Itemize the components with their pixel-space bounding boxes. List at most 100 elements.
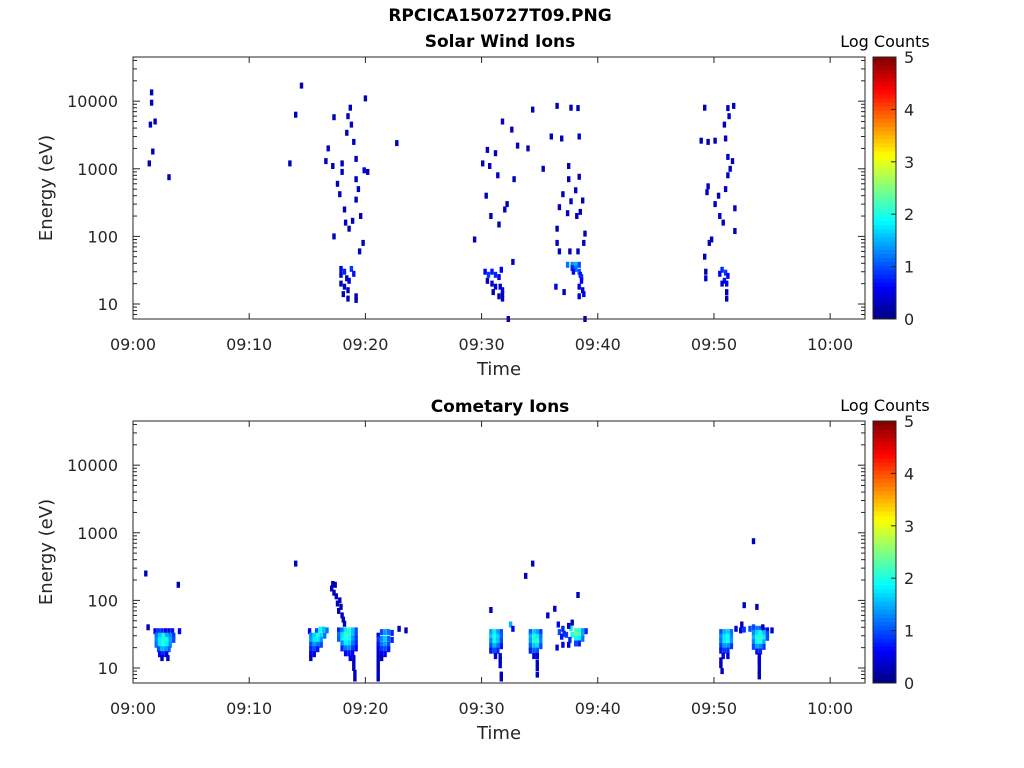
spectrogram-cell <box>770 627 774 634</box>
spectrogram-cell <box>528 633 533 640</box>
spectrogram-cell <box>755 625 759 632</box>
spectrogram-cell <box>568 248 572 255</box>
spectrogram-cell <box>725 295 729 302</box>
y-axis-title-solar-wind: Energy (eV) <box>36 135 57 241</box>
colorbar-tick-label: 4 <box>904 464 914 483</box>
spectrogram-cell <box>337 627 341 634</box>
spectrogram-cell <box>342 268 347 275</box>
spectrogram-cell <box>154 632 158 639</box>
y-tick-label: 10 <box>98 295 118 314</box>
spectrogram-cell <box>751 629 756 636</box>
spectrogram-cell <box>338 597 342 604</box>
spectrogram-cell <box>354 196 358 203</box>
spectrogram-cell <box>761 624 765 631</box>
spectrogram-cell <box>555 239 559 246</box>
spectrogram-cell <box>575 213 579 219</box>
spectrogram-cell <box>577 261 581 268</box>
spectrogram-cell <box>294 111 298 118</box>
spectrogram-cell <box>330 585 334 592</box>
spectrogram-cell <box>726 643 730 650</box>
spectrogram-cell <box>489 643 493 650</box>
spectrogram-cell <box>581 635 585 642</box>
spectrogram-cell <box>359 213 363 219</box>
spectrogram-cell <box>350 650 355 657</box>
spectrogram-cell <box>489 647 493 654</box>
spectrogram-cell <box>312 651 316 658</box>
spectrogram-cell <box>570 265 574 272</box>
spectrogram-cell <box>323 632 327 639</box>
spectrogram-cell <box>719 662 723 669</box>
panel-title-solar-wind: Solar Wind Ions <box>425 32 576 52</box>
spectrogram-cell <box>348 655 352 662</box>
spectrogram-cell <box>165 632 169 639</box>
spectrogram-cell <box>386 629 391 636</box>
spectrogram-cell <box>492 629 497 636</box>
spectrogram-cell <box>161 651 165 658</box>
spectrogram-cell <box>395 140 399 147</box>
x-tick-label: 09:00 <box>110 699 156 718</box>
spectrogram-cell <box>722 277 727 284</box>
spectrogram-cell <box>288 160 292 167</box>
spectrogram-cell <box>531 560 535 567</box>
spectrogram-cell <box>719 647 723 654</box>
spectrogram-cell <box>489 213 493 219</box>
y-axis-title-cometary: Energy (eV) <box>36 499 57 605</box>
spectrogram-cell <box>720 266 724 273</box>
spectrogram-cell <box>354 640 358 647</box>
colorbar-solar-wind: 0 1 2 3 4 5 <box>872 48 914 329</box>
spectrogram-cell <box>151 148 155 155</box>
spectrogram-cell <box>493 271 498 278</box>
spectrogram-cell <box>532 633 536 640</box>
spectrogram-cell <box>350 645 355 652</box>
spectrogram-cell <box>576 592 580 598</box>
spectrogram-cell <box>485 277 490 284</box>
colorbar-tick-label: 1 <box>904 258 914 277</box>
spectrogram-cell <box>309 655 313 662</box>
spectrogram-cell <box>294 560 298 567</box>
spectrogram-cell <box>762 643 766 650</box>
spectrogram-cell <box>314 628 319 635</box>
spectrogram-cell <box>719 643 723 650</box>
spectrogram-cell <box>319 636 323 643</box>
spectrogram-cell <box>340 635 344 642</box>
spectrogram-cell <box>376 659 380 666</box>
spectrogram-cell <box>379 635 384 642</box>
spectrogram-cell <box>719 657 723 664</box>
spectrogram-cell <box>560 135 564 142</box>
spectrogram-cell <box>153 628 157 635</box>
spectrogram-cell <box>340 640 344 647</box>
spectrogram-cell <box>338 191 342 198</box>
spectrogram-cell <box>158 651 162 658</box>
spectrogram-cell <box>574 261 578 268</box>
spectrogram-cell <box>723 186 728 193</box>
spectrogram-cell <box>354 293 358 300</box>
spectrogram-cell <box>583 230 587 237</box>
spectrogram-cell <box>567 176 571 183</box>
spectrogram-cell <box>498 662 502 669</box>
spectrogram-cell <box>146 624 150 631</box>
spectrogram-cell <box>705 189 709 196</box>
spectrogram-cell <box>719 638 723 645</box>
spectrogram-cell <box>574 187 578 194</box>
spectrogram-cell <box>340 612 344 619</box>
spectrogram-cell <box>144 570 148 577</box>
spectrogram-cell <box>352 659 356 666</box>
spectrogram-cell <box>347 277 351 284</box>
spectrogram-cell <box>379 629 384 636</box>
spectrogram-cell <box>532 653 536 660</box>
colorbar-tick-label: 1 <box>904 622 914 641</box>
spectrogram-cell <box>160 655 164 662</box>
spectrogram-cell <box>569 198 573 205</box>
spectrogram-cell <box>309 632 313 639</box>
spectrogram-cell <box>499 633 503 640</box>
spectrogram-cell <box>353 669 357 676</box>
spectrogram-cell <box>316 646 320 653</box>
spectrogram-cell <box>340 160 344 167</box>
spectrogram-cell <box>582 239 586 246</box>
spectrogram-cell <box>352 665 356 671</box>
x-tick-label: 09:30 <box>459 699 505 718</box>
spectrogram-cell <box>339 271 343 278</box>
spectrogram-cell <box>726 653 730 660</box>
spectrogram-cell <box>557 248 562 255</box>
spectrogram-cell <box>539 629 543 636</box>
